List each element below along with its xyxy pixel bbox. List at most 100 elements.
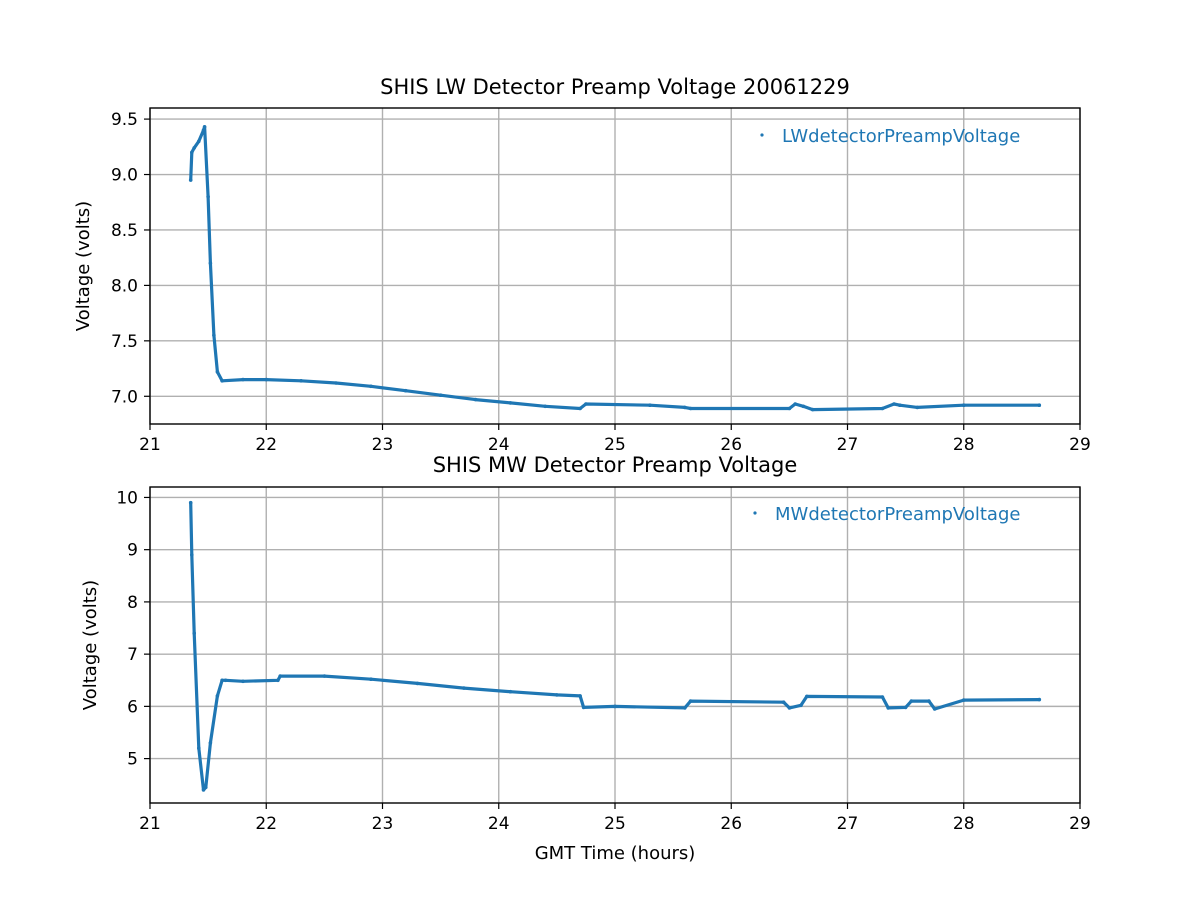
data-point [190,553,194,557]
data-point [508,401,513,405]
x-tick-label: 21 [139,814,161,834]
y-tick-label: 8.5 [111,221,138,241]
legend-marker [753,511,757,515]
data-point [190,150,194,155]
series-layer [188,500,1042,792]
data-point [962,403,966,408]
data-point [787,706,792,710]
x-tick-label: 24 [488,435,510,455]
data-point [648,403,652,408]
y-tick-label: 7 [127,645,138,665]
data-point [810,407,815,412]
data-point [208,741,213,745]
x-tick-label: 28 [953,814,975,834]
data-point [880,695,885,699]
series-layer [188,125,1042,412]
data-point [462,686,466,690]
tick-layer: 21 22 23 24 25 26 27 28 29 7.0 7.5 8.0 8.5 9.0 9.5 [111,110,1091,455]
data-point [909,699,914,703]
lw-voltage-chart: 21 22 23 24 25 26 27 28 29 7.0 7.5 8.0 8.5 9.0 9.5 SHI… [73,75,1091,455]
y-tick-label: 9.0 [111,166,138,186]
data-point [1037,697,1042,702]
data-point [241,377,245,382]
data-point [1037,403,1042,408]
x-tick-label: 27 [837,814,859,834]
y-tick-label: 6 [127,697,138,717]
y-tick-label: 5 [127,750,138,770]
data-point [369,384,373,389]
data-point [223,678,228,683]
data-point [206,194,210,199]
data-point [683,405,687,410]
data-point [793,402,797,406]
data-point [204,785,208,790]
data-point [202,125,207,129]
tick-layer: 21 22 23 24 25 26 27 28 29 5 6 7 8 9 10 [116,488,1090,834]
x-tick-label: 27 [837,435,859,455]
data-point [276,678,280,683]
y-tick-label: 10 [116,488,138,508]
data-point [322,674,327,678]
x-tick-label: 29 [1069,435,1091,455]
data-point [962,698,966,702]
data-point [197,139,201,144]
data-point [581,705,586,710]
y-tick-label: 9.5 [111,110,138,130]
data-point [369,677,373,681]
x-tick-label: 26 [720,435,742,455]
data-point [215,370,220,374]
data-point [613,704,617,709]
data-point [799,703,803,708]
x-tick-label: 22 [255,814,277,834]
x-tick-label: 23 [372,435,394,455]
y-axis-label: Voltage (volts) [73,201,94,331]
y-axis-label: Voltage (volts) [80,580,101,710]
x-tick-label: 26 [720,814,742,834]
data-point [898,403,902,408]
x-tick-label: 25 [604,435,626,455]
data-point [932,707,937,711]
x-tick-label: 28 [953,435,975,455]
data-point [801,404,806,409]
data-point [787,406,792,411]
legend: MWdetectorPreampVoltage [753,504,1020,525]
data-point [473,397,478,402]
data-point [781,700,786,704]
chart-title: SHIS MW Detector Preamp Voltage [433,453,798,477]
data-point [192,146,196,150]
data-point [555,693,559,697]
data-point [188,178,193,182]
data-point [334,381,338,385]
data-point [278,674,283,678]
legend-label: MWdetectorPreampVoltage [775,504,1020,525]
y-tick-label: 7.5 [111,332,138,352]
x-axis-label: GMT Time (hours) [535,843,696,864]
data-point [188,500,193,505]
data-point [927,699,931,703]
data-point [578,406,582,411]
data-point [880,406,885,411]
x-tick-label: 22 [255,435,277,455]
data-point [264,377,269,382]
data-point [688,406,693,411]
data-point [215,694,220,698]
data-point [201,788,206,792]
x-tick-label: 24 [488,814,510,834]
data-point [241,679,245,684]
x-tick-label: 21 [139,435,161,455]
legend: LWdetectorPreampVoltage [760,126,1020,147]
series-trace [189,501,1041,792]
legend-marker [760,133,764,137]
data-point [508,689,513,694]
grid [149,487,1081,803]
y-tick-label: 8.0 [111,276,138,296]
y-tick-label: 7.0 [111,387,138,407]
y-tick-label: 9 [127,541,138,561]
x-tick-label: 25 [604,814,626,834]
data-point [438,393,443,398]
y-tick-label: 8 [127,593,138,613]
legend-label: LWdetectorPreampVoltage [782,126,1020,147]
data-point [201,128,206,132]
data-point [543,404,547,409]
